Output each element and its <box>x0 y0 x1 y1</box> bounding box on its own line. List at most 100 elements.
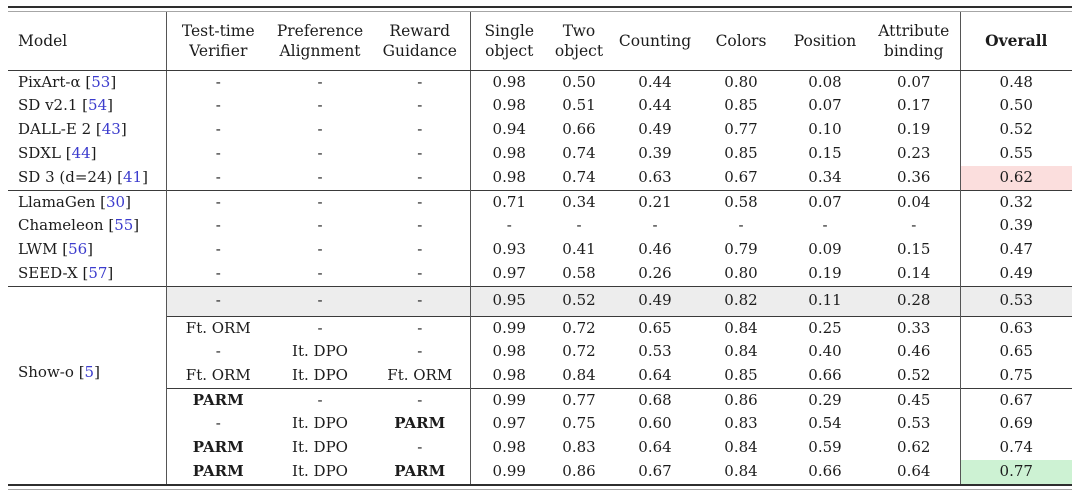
method-cell: - <box>215 120 221 139</box>
column-header-attribute_binding: Attribute binding <box>868 12 960 71</box>
table-bottom-rule <box>8 484 1072 490</box>
score-cell: 0.41 <box>562 240 596 259</box>
score-cell: 0.08 <box>808 72 842 91</box>
method-cell: It. DPO <box>292 462 348 481</box>
score-cell: 0.29 <box>782 387 868 412</box>
method-cell: - <box>215 216 221 235</box>
score-cell: 0.66 <box>808 366 842 384</box>
overall-cell: 0.53 <box>959 285 1072 316</box>
score-cell: 0.04 <box>868 189 960 214</box>
citation-link[interactable]: 54 <box>88 96 108 115</box>
model-name: SEED-X <box>18 264 83 282</box>
table-row: SD v2.1 [54] - - - 0.98 0.51 0.44 0.85 0.07 0.17 0… <box>8 94 1072 118</box>
score-cell: 0.09 <box>808 240 842 259</box>
score-cell: 0.40 <box>808 342 842 361</box>
overall-cell: 0.62 <box>959 166 1072 190</box>
overall-cell: 0.75 <box>959 364 1072 388</box>
score-cell: 0.58 <box>700 189 782 214</box>
table-body: PixArt-α [53] - - -0.98 0.50 0.44 0.80 0.08 0.07… <box>8 70 1072 484</box>
method-cell: - <box>370 315 471 340</box>
score-cell: 0.49 <box>610 285 700 316</box>
score-cell: 0.83 <box>724 414 758 433</box>
method-cell: PARM <box>192 462 244 481</box>
score-cell: 0.33 <box>868 315 960 340</box>
score-cell: 0.79 <box>724 240 758 259</box>
method-cell: - <box>317 240 323 259</box>
citation-link[interactable]: 56 <box>68 240 88 259</box>
method-cell: - <box>215 72 221 91</box>
score-cell: 0.07 <box>782 189 868 214</box>
score-cell: 0.07 <box>808 96 842 115</box>
overall-cell: 0.65 <box>959 340 1072 364</box>
table-row: SDXL [44] - - - 0.98 0.74 0.39 0.85 0.15 0.23 0.55 <box>8 142 1072 166</box>
column-header-position: Position <box>782 12 868 71</box>
score-cell: 0.99 <box>470 387 548 412</box>
score-cell: 0.54 <box>808 414 842 433</box>
score-cell: 0.84 <box>724 438 758 457</box>
score-cell: 0.34 <box>808 168 842 186</box>
score-cell: 0.62 <box>897 438 931 457</box>
method-cell: - <box>370 340 471 364</box>
score-cell: 0.85 <box>724 96 758 115</box>
overall-cell: 0.32 <box>959 189 1072 214</box>
method-cell: It. DPO <box>292 414 348 433</box>
column-header-overall: Overall <box>959 12 1072 71</box>
method-cell: - <box>215 168 221 186</box>
score-cell: 0.21 <box>610 189 700 214</box>
column-header-reward_guidance: Reward Guidance <box>370 12 471 71</box>
table-row: PARM It. DPO PARM 0.99 0.86 0.67 0.84 0.66 0.64 0… <box>8 460 1072 484</box>
method-cell: - <box>270 387 370 412</box>
table-row: SEED-X [57] - - - 0.97 0.58 0.26 0.80 0.19 0.14 0.… <box>8 262 1072 286</box>
method-cell: - <box>370 436 471 460</box>
score-cell: 0.95 <box>470 285 548 316</box>
method-cell: - <box>370 189 471 214</box>
table-header: Model Test-time Verifier Preference Alignm… <box>8 12 1072 71</box>
citation-link[interactable]: 57 <box>88 264 108 282</box>
score-cell: 0.99 <box>492 462 526 481</box>
score-cell: 0.10 <box>808 120 842 139</box>
column-header-test_time_verifier: Test-time Verifier <box>166 12 270 71</box>
citation-link[interactable]: 53 <box>91 72 111 91</box>
model-cell: PixArt-α [53] <box>8 70 167 94</box>
method-cell: Ft. ORM <box>370 364 471 388</box>
overall-cell: 0.69 <box>959 412 1072 436</box>
method-cell: - <box>317 264 323 282</box>
citation-link[interactable]: 41 <box>122 168 143 186</box>
score-cell: 0.64 <box>638 438 672 457</box>
column-header-model: Model <box>8 12 167 71</box>
citation-link[interactable]: 30 <box>106 192 126 211</box>
score-cell: 0.85 <box>724 144 758 163</box>
score-cell: 0.74 <box>562 144 596 163</box>
overall-cell: 0.49 <box>959 262 1072 286</box>
table-row: Ft. ORM - -0.99 0.72 0.65 0.84 0.25 0.33 0.63 <box>8 315 1072 340</box>
citation-link[interactable]: 5 <box>84 362 95 381</box>
score-cell: 0.66 <box>562 120 596 139</box>
score-cell: 0.45 <box>868 387 960 412</box>
method-cell: - <box>215 264 221 282</box>
method-cell: - <box>270 189 370 214</box>
score-cell: 0.84 <box>562 366 596 384</box>
score-cell: 0.44 <box>638 96 672 115</box>
overall-cell: 0.63 <box>959 315 1072 340</box>
method-cell: PARM <box>166 387 270 412</box>
method-cell: PARM <box>370 460 471 484</box>
method-cell: - <box>370 118 471 142</box>
citation-link[interactable]: 44 <box>71 144 91 163</box>
score-cell: - <box>652 216 658 235</box>
score-cell: 0.19 <box>897 120 931 139</box>
method-cell: It. DPO <box>292 438 348 457</box>
method-cell: - <box>370 94 471 118</box>
score-cell: 0.50 <box>562 72 596 91</box>
overall-cell: 0.50 <box>959 94 1072 118</box>
overall-cell: 0.55 <box>959 142 1072 166</box>
citation-link[interactable]: 43 <box>101 120 121 139</box>
table-row: Show-o [5] - - -0.95 0.52 0.49 0.82 0.11 0.28 0.5… <box>8 285 1072 484</box>
score-cell: 0.77 <box>548 387 610 412</box>
score-cell: 0.11 <box>782 285 868 316</box>
method-cell: Ft. ORM <box>166 315 270 340</box>
overall-cell: 0.48 <box>959 70 1072 94</box>
score-cell: 0.98 <box>492 96 526 115</box>
citation-link[interactable]: 55 <box>114 216 134 235</box>
column-header-preference_alignment: Preference Alignment <box>270 12 370 71</box>
score-cell: - <box>911 216 917 235</box>
